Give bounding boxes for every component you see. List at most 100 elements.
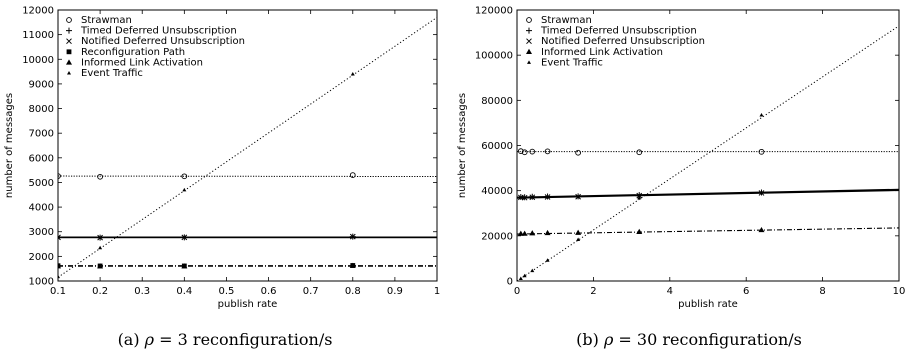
caption-symbol: ρ bbox=[603, 330, 614, 349]
series-informed-link-activation bbox=[58, 262, 437, 269]
data-point bbox=[349, 172, 356, 178]
data-point bbox=[349, 262, 356, 268]
y-tick-label: 7000 bbox=[29, 129, 54, 140]
legend-marker bbox=[526, 27, 532, 34]
legend-label: Notified Deferred Unsubscription bbox=[81, 36, 245, 47]
y-tick-label: 0 bbox=[507, 277, 513, 288]
x-tick-label: 0 bbox=[514, 286, 520, 297]
data-point bbox=[181, 173, 188, 180]
y-tick-label: 10000 bbox=[22, 55, 54, 66]
data-point bbox=[759, 113, 764, 117]
data-point bbox=[529, 148, 536, 155]
caption-symbol: ρ bbox=[144, 330, 155, 349]
y-tick-label: 8000 bbox=[29, 104, 54, 115]
data-point bbox=[529, 194, 536, 201]
legend-label: Event Traffic bbox=[81, 68, 143, 79]
caption-prefix: (a) bbox=[118, 330, 145, 349]
y-tick-label: 120000 bbox=[475, 6, 513, 17]
data-point bbox=[182, 187, 187, 192]
legend-label: Informed Link Activation bbox=[81, 57, 203, 68]
y-tick-label: 60000 bbox=[481, 141, 513, 152]
legend-marker bbox=[526, 38, 532, 45]
data-point bbox=[350, 72, 355, 76]
caption-prefix: (b) bbox=[576, 330, 604, 349]
chart-b-svg: 0 2 4 6 8 10 0 20000 40000 60000 80000 100000 120000… bbox=[457, 6, 906, 350]
data-point bbox=[545, 258, 550, 262]
legend-item: Event Traffic bbox=[67, 68, 143, 79]
x-tick-label: 0.4 bbox=[176, 286, 192, 297]
series-informed-link-activation bbox=[517, 226, 899, 236]
x-tick-label: 10 bbox=[893, 286, 906, 297]
series-strawman bbox=[517, 148, 899, 156]
chart-a-svg: 0.1 0.2 0.3 0.4 0.5 0.6 0.7 0.8 0.9 1100020003000… bbox=[4, 6, 440, 350]
legend-item: Notified Deferred Unsubscription bbox=[526, 36, 705, 47]
x-tick-label: 1 bbox=[434, 286, 440, 297]
y-tick-label: 5000 bbox=[29, 178, 54, 189]
legend-item: Notified Deferred Unsubscription bbox=[66, 36, 245, 47]
x-tick-label: 0.6 bbox=[261, 286, 277, 297]
data-point bbox=[349, 233, 356, 240]
y-tick-label: 12000 bbox=[22, 6, 54, 17]
series-event-traffic bbox=[517, 25, 899, 281]
legend-item: Event Traffic bbox=[527, 57, 603, 68]
y-tick-label: 1000 bbox=[29, 277, 54, 288]
legend-label: Timed Deferred Unsubscription bbox=[540, 26, 697, 37]
plot-area bbox=[58, 16, 437, 279]
x-tick-label: 0.7 bbox=[303, 286, 319, 297]
chart-b: 0 2 4 6 8 10 0 20000 40000 60000 80000 100000 120000… bbox=[453, 0, 906, 356]
data-point bbox=[98, 245, 103, 250]
y-tick-label: 100000 bbox=[475, 51, 513, 62]
x-tick-label: 0.5 bbox=[218, 286, 234, 297]
data-point bbox=[97, 263, 104, 269]
data-point bbox=[530, 268, 535, 273]
legend-label: Timed Deferred Unsubscription bbox=[80, 26, 237, 37]
data-point bbox=[521, 149, 528, 156]
x-tick-label: 2 bbox=[590, 286, 596, 297]
x-tick-label: 0.2 bbox=[92, 286, 108, 297]
legend-marker bbox=[66, 49, 72, 55]
data-point bbox=[97, 234, 103, 241]
legend-item: Informed Link Activation bbox=[526, 47, 663, 58]
data-point bbox=[637, 195, 642, 200]
data-point bbox=[58, 274, 60, 279]
legend-label: Strawman bbox=[541, 15, 592, 26]
y-axis-label: number of messages bbox=[457, 93, 468, 198]
x-axis-label: publish rate bbox=[678, 299, 738, 310]
data-point bbox=[181, 234, 188, 241]
legend-item: Informed Link Activation bbox=[66, 57, 203, 68]
legend-label: Informed Link Activation bbox=[541, 47, 663, 58]
data-point bbox=[521, 194, 528, 201]
figure-caption: (b) ρ = 30 reconfiguration/s bbox=[576, 330, 802, 349]
data-point bbox=[181, 263, 188, 269]
legend-item: Timed Deferred Unsubscription bbox=[526, 26, 697, 37]
legend-label: Notified Deferred Unsubscription bbox=[541, 36, 705, 47]
legend-marker bbox=[66, 17, 72, 23]
x-tick-label: 4 bbox=[667, 286, 673, 297]
plot-area bbox=[517, 25, 899, 281]
data-point bbox=[576, 237, 581, 241]
x-tick-label: 0.8 bbox=[345, 286, 361, 297]
y-axis-label: number of messages bbox=[4, 93, 15, 198]
data-point bbox=[58, 263, 61, 269]
legend-marker bbox=[67, 71, 71, 75]
plot-frame bbox=[57, 9, 438, 282]
y-tick-label: 20000 bbox=[481, 231, 513, 242]
caption-rest: = 3 reconfiguration/s bbox=[154, 330, 332, 349]
x-tick-label: 8 bbox=[819, 286, 825, 297]
series-notified-deferred-unsubscription bbox=[58, 233, 437, 241]
data-point bbox=[758, 148, 765, 155]
data-point bbox=[518, 276, 523, 281]
y-tick-label: 4000 bbox=[29, 203, 54, 214]
legend-item: Timed Deferred Unsubscription bbox=[66, 26, 237, 37]
y-tick-label: 80000 bbox=[481, 96, 513, 107]
legend-marker bbox=[66, 27, 72, 34]
series-notified-deferred-unsubscription bbox=[517, 189, 899, 201]
legend-label: Reconfiguration Path bbox=[81, 47, 185, 58]
y-tick-label: 9000 bbox=[29, 79, 54, 90]
x-tick-label: 0.9 bbox=[387, 286, 403, 297]
legend-marker bbox=[66, 59, 72, 65]
data-point bbox=[758, 226, 765, 233]
y-tick-label: 6000 bbox=[29, 153, 54, 164]
data-point bbox=[544, 148, 551, 155]
data-point bbox=[575, 193, 581, 200]
